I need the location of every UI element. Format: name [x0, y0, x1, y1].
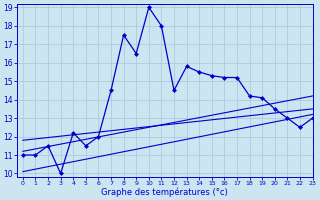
X-axis label: Graphe des températures (°c): Graphe des températures (°c) — [101, 187, 228, 197]
